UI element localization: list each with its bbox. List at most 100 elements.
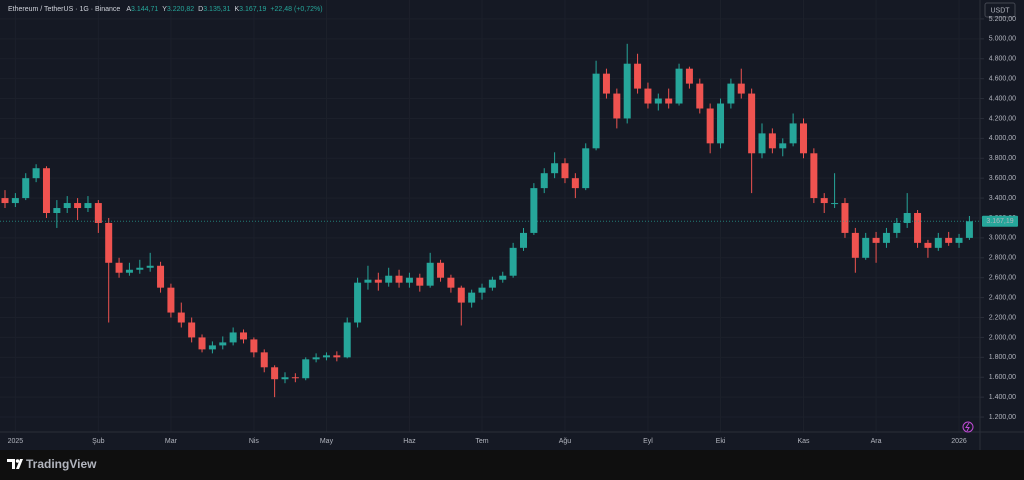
candle-body [84,203,92,209]
candle-body [934,237,942,248]
candle-body [281,377,289,380]
candle-body [893,222,901,233]
candle-body [240,332,248,340]
candle-body [405,277,413,283]
y-tick-label: 4.200,00 [989,115,1016,122]
candle-body [333,355,341,358]
candle-body [685,68,693,84]
candle-body [509,247,517,276]
candle-body [105,222,113,263]
candle-body [530,188,538,233]
candle-body [737,83,745,94]
x-tick-label: Eyl [643,438,653,445]
x-tick-label: 2026 [951,438,967,445]
candles [1,43,973,398]
candle-body [437,262,445,278]
candle-body [188,322,196,338]
candle-body [965,221,973,238]
candle-body [551,163,559,174]
candle-body [706,108,714,144]
candle-body [613,93,621,119]
candle-body [862,237,870,258]
candle-body [229,332,237,343]
legend-value: 3.144,71 [131,6,158,13]
candle-body [53,208,61,214]
y-tick-label: 5.200,00 [989,16,1016,23]
brand-logo[interactable] [7,459,23,469]
currency-box[interactable] [984,2,1016,18]
candle-body [945,237,953,243]
candle-body [125,269,133,273]
candle-body [571,178,579,189]
candle-body [322,355,330,358]
y-tick-label: 4.000,00 [989,135,1016,142]
x-tick-label: Ara [871,438,882,445]
candle-body [623,63,631,119]
legend-value: 3.135,31 [203,6,230,13]
candle-body [94,203,102,223]
brand-name[interactable]: TradingView [26,457,97,471]
candle-body [74,203,82,209]
last-price-label: 3.167,19 [986,218,1013,225]
candle-body [364,279,372,283]
candle-body [696,83,704,109]
candle-body [208,345,216,350]
candle-body [395,275,403,283]
candle-body [63,203,71,209]
candle-body [561,163,569,179]
x-tick-label: May [320,438,334,445]
candle-body [260,352,268,368]
x-tick-label: Eki [716,438,726,445]
candle-body [11,198,19,204]
legend-key: A [126,6,131,13]
candle-body [665,98,673,104]
candle-body [851,232,859,258]
candle-body [841,203,849,233]
candle-body [758,133,766,154]
x-tick-label: Haz [403,438,416,445]
legend-value: 3.167,19 [239,6,266,13]
candle-body [447,277,455,288]
candle-body [872,237,880,243]
y-tick-label: 3.000,00 [989,235,1016,242]
candle-body [831,203,839,205]
x-tick-label: Ağu [559,438,572,445]
y-tick-label: 4.600,00 [989,75,1016,82]
footer [0,450,1024,480]
candle-body [789,123,797,144]
ohlc-legend: A3.144,71 Y3.220,82 D3.135,31 K3.167,19 +22,… [126,6,322,13]
candle-body [32,168,40,179]
y-tick-label: 2.000,00 [989,334,1016,341]
candle-body [768,133,776,149]
symbol-title: Ethereum / TetherUS · 1G · Binance [8,6,120,13]
x-tick-label: Şub [92,438,105,445]
x-tick-label: Kas [797,438,810,445]
legend-key: D [198,6,203,13]
candle-body [903,213,911,223]
candle-body [634,63,642,89]
candle-body [799,123,807,154]
candle-body [592,73,600,149]
x-tick-label: Tem [475,438,488,445]
candle-body [644,88,652,104]
y-tick-label: 1.800,00 [989,354,1016,361]
y-tick-label: 2.800,00 [989,255,1016,262]
candle-body [727,83,735,104]
currency[interactable]: USDT [990,7,1010,14]
candle-body [354,282,362,323]
y-tick-label: 5.000,00 [989,36,1016,43]
candle-body [717,103,725,144]
candle-body [955,237,963,243]
candle-body [426,262,434,286]
candle-body [924,242,932,248]
candle-body [22,178,30,199]
x-tick-label: Nis [249,438,260,445]
quick-action-icon[interactable] [962,421,974,433]
y-tick-label: 1.600,00 [989,374,1016,381]
candle-body [820,198,828,204]
candle-body [374,279,382,283]
candle-body [810,153,818,199]
candle-body [582,148,590,189]
candle-body [167,287,175,313]
candle-body [748,93,756,154]
